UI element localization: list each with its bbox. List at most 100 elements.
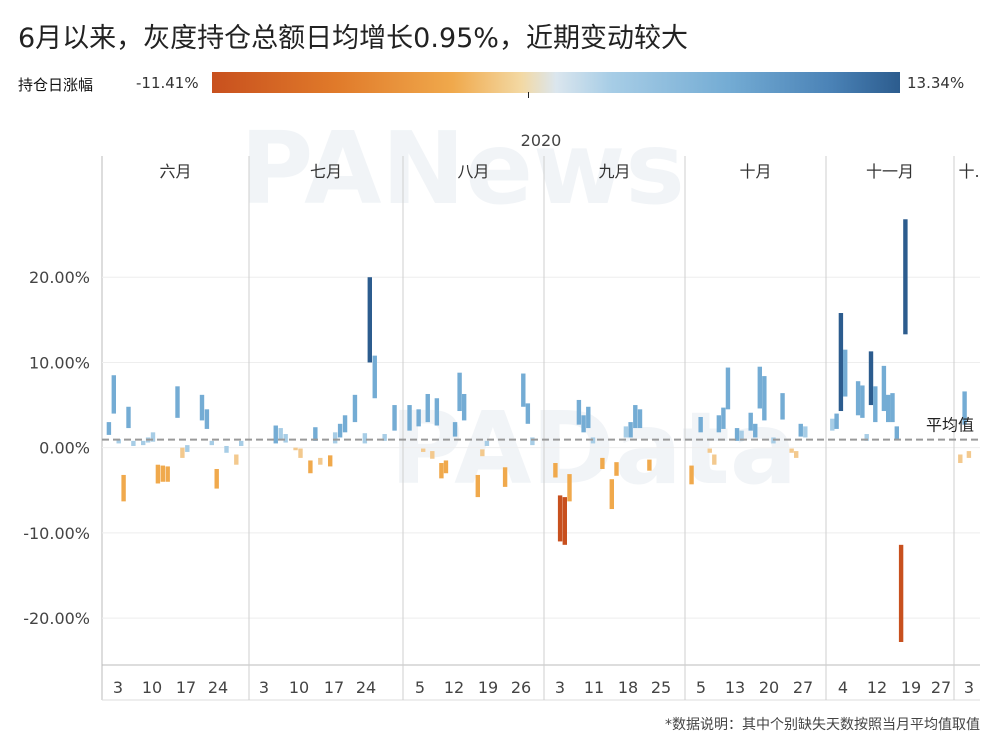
x-tick-label: 4 — [838, 678, 848, 697]
x-tick-label: 10 — [142, 678, 162, 697]
bar-segment — [367, 277, 372, 363]
bar-segment — [318, 457, 323, 465]
bar-segment — [224, 445, 229, 453]
bar-segment — [881, 365, 887, 412]
bar-segment — [628, 422, 633, 438]
bar-segment — [757, 366, 762, 409]
x-tick-label: 11 — [584, 678, 604, 697]
bar-segment — [313, 427, 318, 441]
bar-segment — [199, 394, 205, 421]
x-tick-label: 5 — [415, 678, 425, 697]
month-label: 十一月 — [866, 162, 914, 181]
bar-segment — [425, 393, 430, 423]
month-label: 十. — [958, 162, 979, 181]
bar-segment — [382, 434, 387, 441]
bar-segment — [475, 474, 480, 498]
bar-segment — [362, 433, 368, 444]
bar-segment — [111, 375, 116, 414]
bar-segment — [328, 455, 333, 467]
bar-segment — [873, 386, 878, 423]
bar-segment — [155, 464, 161, 484]
bar-segment — [734, 428, 740, 441]
bar-segment — [780, 393, 785, 420]
bar-segment — [484, 440, 490, 446]
bar-segment — [525, 403, 531, 424]
bar-segment — [234, 454, 239, 465]
y-tick-label: 0.00% — [39, 439, 90, 458]
bar-segment — [298, 448, 303, 458]
bar-segment — [890, 393, 895, 423]
average-label: 平均值 — [926, 416, 974, 435]
bar-segment — [803, 426, 808, 438]
bar-segment — [165, 466, 170, 482]
bar-segment — [609, 479, 614, 510]
bar-segment — [794, 451, 799, 458]
bar-segment — [868, 351, 874, 406]
bar-segment — [185, 445, 190, 452]
bar-segment — [214, 468, 219, 489]
bar-segment — [962, 391, 967, 425]
legend-min-label: -11.41% — [136, 74, 199, 92]
bar-segment — [502, 467, 508, 487]
bar-segment — [864, 434, 869, 441]
bar-segment — [834, 413, 839, 429]
bar-segment — [830, 418, 835, 431]
bar-segment — [443, 460, 449, 474]
bar-segment — [480, 449, 485, 457]
x-tick-label: 26 — [511, 678, 531, 697]
bar-segment — [407, 405, 412, 431]
bar-segment — [332, 432, 338, 444]
x-tick-label: 27 — [931, 678, 951, 697]
bar-segment — [293, 447, 298, 451]
bar-segment — [707, 448, 712, 453]
bar-segment — [689, 465, 694, 485]
bar-segment — [457, 372, 462, 412]
bar-segment — [150, 432, 156, 442]
bar-segment — [180, 447, 185, 458]
bar-segment — [647, 459, 652, 471]
y-tick-label: 20.00% — [29, 268, 90, 287]
legend-title: 持仓日涨幅 — [18, 76, 94, 94]
bar-segment — [958, 454, 963, 464]
bar-segment — [739, 430, 744, 441]
bar-segment — [352, 394, 358, 423]
x-tick-label: 19 — [901, 678, 921, 697]
bar-segment — [530, 437, 535, 446]
bar-segment — [623, 426, 629, 438]
bar-segment — [131, 440, 136, 446]
bar-segment — [557, 495, 563, 542]
x-tick-label: 17 — [324, 678, 344, 697]
x-tick-label: 10 — [289, 678, 309, 697]
bar-segment — [562, 497, 567, 545]
x-tick-label: 12 — [867, 678, 887, 697]
bar-segment — [798, 423, 803, 437]
bar-segment — [278, 428, 283, 440]
legend-color-bar — [212, 72, 900, 93]
footnote: *数据说明：其中个别缺失天数按照当月平均值取值 — [665, 717, 980, 733]
chart-title: 6月以来，灰度持仓总额日均增长0.95%，近期变动较大 — [18, 23, 688, 54]
bar-segment — [576, 399, 582, 425]
bar-segment — [725, 367, 731, 410]
bar-segment — [308, 460, 313, 474]
bar-segment — [637, 409, 643, 429]
x-tick-label: 24 — [208, 678, 228, 697]
bar-segment — [553, 463, 558, 478]
x-tick-label: 20 — [759, 678, 779, 697]
x-tick-label: 3 — [555, 678, 565, 697]
bar-segment — [712, 454, 717, 465]
x-tick-label: 17 — [176, 678, 196, 697]
bar-segment — [121, 474, 126, 502]
legend-max-label: 13.34% — [907, 74, 965, 92]
bar-segment — [434, 398, 440, 426]
bar-segment — [614, 462, 619, 476]
x-tick-label: 3 — [259, 678, 269, 697]
y-tick-label: -10.00% — [23, 524, 90, 543]
bar-segment — [698, 416, 703, 433]
x-tick-label: 12 — [444, 678, 464, 697]
bar-segment — [175, 386, 180, 418]
bar-segment — [141, 440, 146, 446]
bar-segment — [204, 409, 210, 429]
bar-segment — [838, 313, 844, 412]
month-label: 九月 — [598, 162, 630, 181]
bar-segment — [886, 394, 891, 423]
